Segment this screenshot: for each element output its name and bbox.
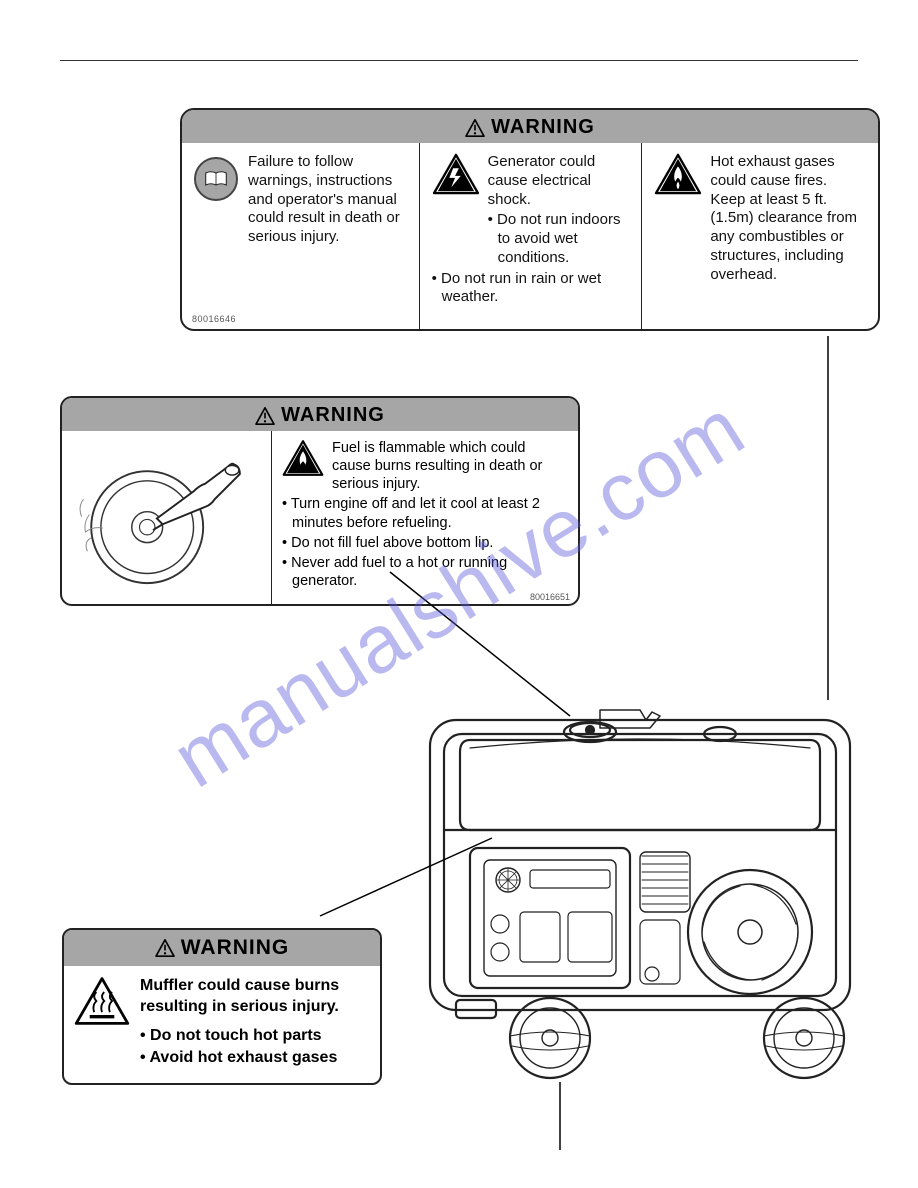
shock-icon [432,153,480,195]
page-top-rule [60,60,858,61]
warning2-lead: Fuel is flammable which could cause burn… [332,439,568,493]
fuel-funnel-illustration [62,431,272,604]
warning1-col2-bullets: Do not run indoors to avoid wet conditio… [488,211,630,267]
warning1-col1-text: Failure to follow warnings, instructions… [248,153,407,307]
hot-surface-icon [74,976,130,1026]
warning1-col2-lead: Generator could cause electrical shock. [488,153,630,209]
warning3-header-text: WARNING [181,936,290,960]
warning-label-1: WARNING Failure to follow warnings, inst… [180,108,880,331]
warning1-header-text: WARNING [491,116,595,139]
generator-illustration [400,680,880,1080]
warning2-header-text: WARNING [281,404,385,427]
alert-triangle-icon [255,407,275,425]
alert-triangle-icon [465,119,485,137]
warning1-header: WARNING [182,110,878,143]
warning3-lead: Muffler could cause burns resulting in s… [140,976,368,1018]
fire-icon [282,439,324,477]
warning-label-3: WARNING Muffler could cause burns result… [62,928,382,1085]
warning3-b0: Do not touch hot parts [140,1026,368,1047]
warning3-body: Muffler could cause burns resulting in s… [64,966,380,1083]
warning1-col2-b1: Do not run in rain or wet weather. [432,270,630,308]
warning1-col3: Hot exhaust gases could cause fires. Kee… [641,143,878,329]
warning1-col2: Generator could cause electrical shock. … [419,143,642,329]
warning1-col1: Failure to follow warnings, instructions… [182,143,419,329]
warning1-col2-b0: Do not run indoors to avoid wet conditio… [488,211,630,267]
warning3-b1: Avoid hot exhaust gases [140,1048,368,1069]
warning1-body: Failure to follow warnings, instructions… [182,143,878,329]
warning2-header: WARNING [62,398,578,431]
fire-icon [654,153,702,195]
alert-triangle-icon [155,939,175,957]
warning1-col3-text: Hot exhaust gases could cause fires. Kee… [710,153,866,284]
warning3-header: WARNING [64,930,380,966]
manual-book-icon [194,157,238,201]
warning1-part-number: 80016646 [192,314,236,325]
